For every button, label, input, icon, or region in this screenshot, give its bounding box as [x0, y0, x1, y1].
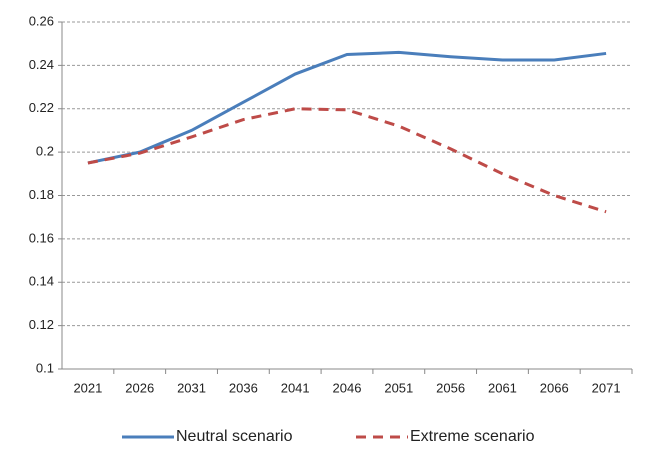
series-line — [87, 50, 607, 165]
x-tick-label: 2021 — [73, 380, 102, 395]
y-tick-label: 0.12 — [29, 317, 54, 332]
y-tick-label: 0.26 — [29, 13, 54, 28]
legend-label: Extreme scenario — [410, 428, 535, 445]
series-line — [87, 107, 607, 214]
y-tick-label: 0.1 — [36, 360, 54, 375]
y-tick-label: 0.16 — [29, 230, 54, 245]
x-tick-label: 2046 — [333, 380, 362, 395]
legend-label: Neutral scenario — [176, 428, 293, 445]
y-tick-label: 0.18 — [29, 187, 54, 202]
x-tick-label: 2066 — [540, 380, 569, 395]
x-tick-label: 2051 — [384, 380, 413, 395]
y-tick-label: 0.24 — [29, 57, 54, 72]
y-tick-label: 0.14 — [29, 274, 54, 289]
x-tick-label: 2026 — [125, 380, 154, 395]
x-tick-label: 2061 — [488, 380, 517, 395]
x-tick-label: 2041 — [281, 380, 310, 395]
x-tick-label: 2031 — [177, 380, 206, 395]
x-tick-label: 2056 — [436, 380, 465, 395]
x-tick-label: 2036 — [229, 380, 258, 395]
y-tick-label: 0.2 — [36, 144, 54, 159]
y-tick-label: 0.22 — [29, 100, 54, 115]
x-tick-label: 2071 — [592, 380, 621, 395]
